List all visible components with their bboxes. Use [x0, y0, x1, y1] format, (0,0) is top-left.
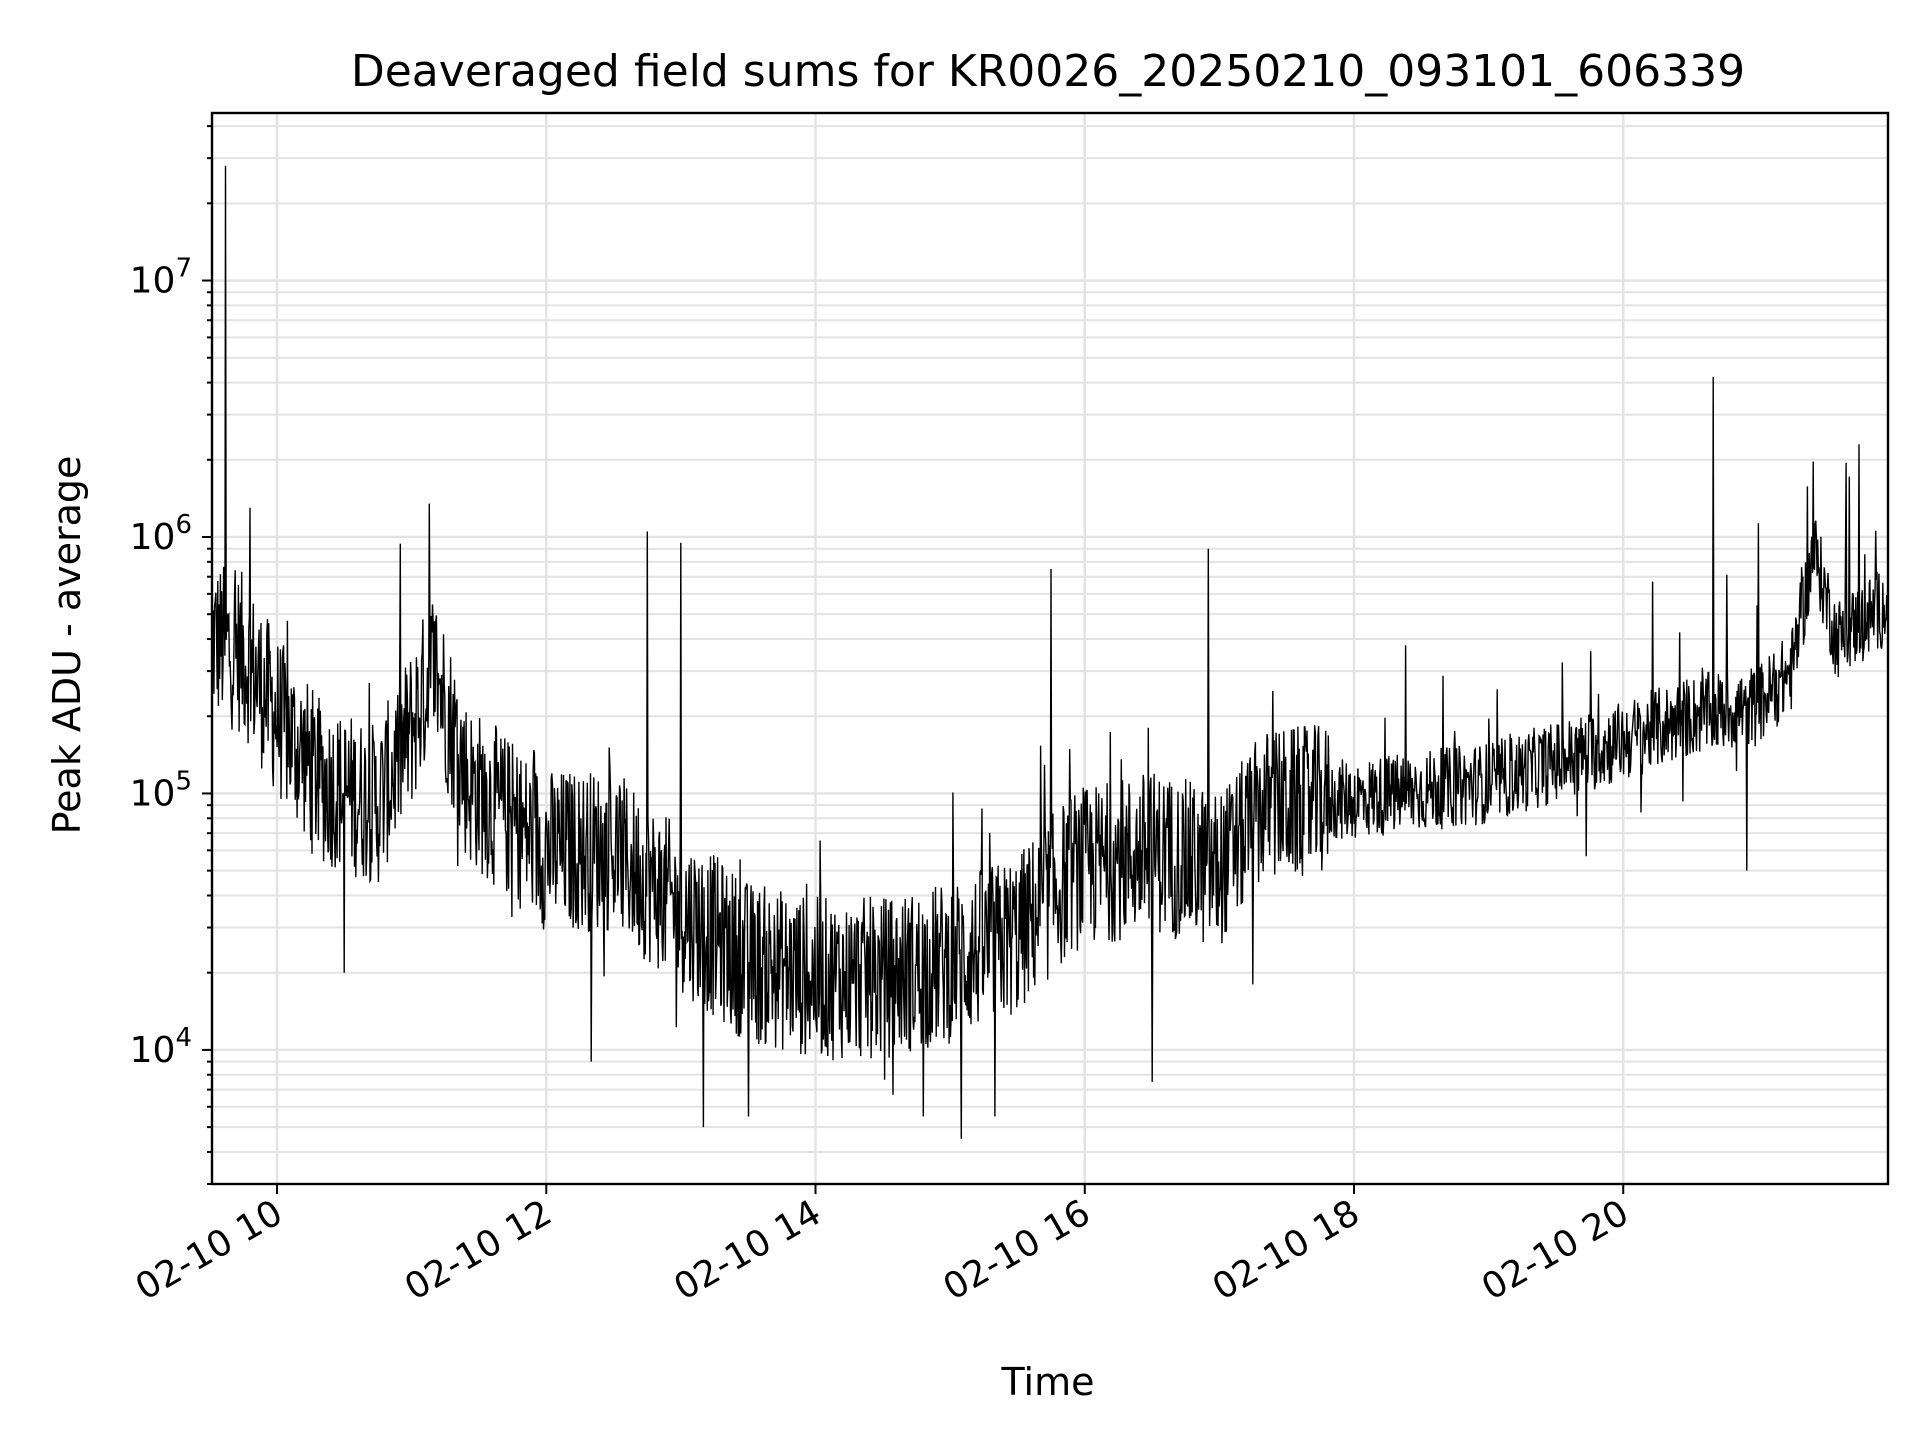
x-axis-label: Time	[1001, 1360, 1095, 1404]
tick-group: 02-10 10 02-10 12 02-10 14 02-10 16 02-10 18…	[129, 125, 1636, 1309]
series-line	[211, 165, 1889, 1139]
x-tick-label: 02-10 18	[1206, 1192, 1367, 1308]
grid-lines	[212, 113, 1888, 1185]
x-tick-label: 02-10 12	[398, 1192, 559, 1308]
y-tick-label: 105	[130, 766, 192, 814]
y-tick-label: 104	[130, 1023, 192, 1071]
plot-frame	[210, 111, 1890, 1186]
x-tick-label: 02-10 16	[937, 1192, 1098, 1308]
x-tick-label: 02-10 20	[1475, 1192, 1636, 1308]
y-tick-label: 107	[130, 254, 192, 302]
axes	[210, 111, 1890, 1186]
series-group	[211, 165, 1889, 1139]
y-axis-label: Peak ADU - average	[45, 456, 89, 835]
x-tick-label: 02-10 14	[667, 1192, 828, 1308]
chart-title: Deaveraged field sums for KR0026_2025021…	[351, 46, 1745, 97]
y-tick-label: 106	[130, 510, 192, 558]
x-tick-label: 02-10 10	[129, 1192, 290, 1308]
